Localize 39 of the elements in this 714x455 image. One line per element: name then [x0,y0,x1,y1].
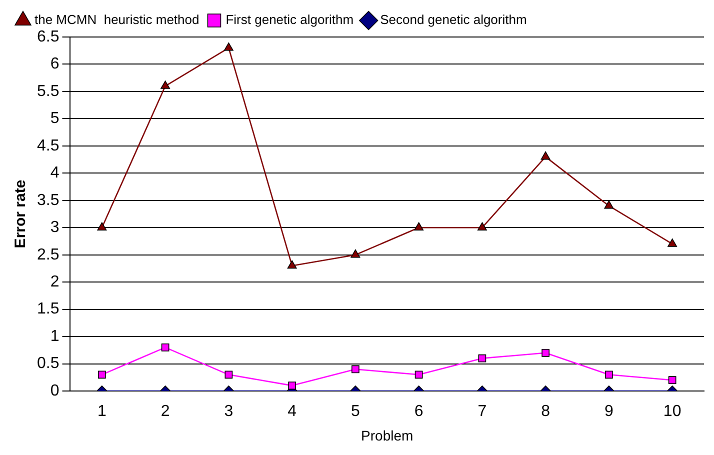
x-tick-label: 10 [663,403,682,420]
legend-label: the MCMN heuristic method [34,12,200,28]
y-tick-label: 6.5 [36,28,60,46]
y-tick-label: 1 [50,328,60,345]
y-tick-label: 6 [50,56,60,73]
point [668,238,678,247]
point [224,42,234,51]
x-tick-label: 5 [350,403,360,420]
point [540,151,550,160]
y-tick-label: 4 [50,164,60,182]
y-tick-label: 0.5 [36,355,60,372]
y-tick-label: 2.5 [36,246,60,264]
point [477,222,487,231]
y-tick-label: 5.5 [36,82,60,100]
x-tick-label: 3 [224,403,234,420]
y-tick-label: 3.5 [36,192,60,209]
y-axis-title: Error rate [12,180,30,248]
y-tick-label: 2 [50,273,60,290]
y-tick-label: 1.5 [36,300,60,318]
y-tick-label: 5 [50,110,60,128]
x-tick-label: 9 [604,403,614,420]
x-tick-label: 7 [478,403,487,420]
x-tick-label: 8 [541,403,550,420]
y-tick-label: 0 [50,382,60,400]
y-tick-label: 4.5 [36,137,60,154]
legend-label: First genetic algorithm [226,12,354,28]
point [604,200,614,209]
point [414,222,424,231]
point [350,249,360,258]
x-axis-title: Problem [361,427,414,444]
legend-label: Second genetic algorithm [380,12,527,28]
x-tick-label: 4 [288,403,297,420]
point [160,80,170,89]
x-tick-label: 6 [414,403,424,420]
point [287,260,297,269]
x-tick-label: 2 [160,403,170,420]
x-tick-label: 1 [97,403,106,420]
point [97,222,107,231]
y-tick-label: 3 [50,219,60,236]
